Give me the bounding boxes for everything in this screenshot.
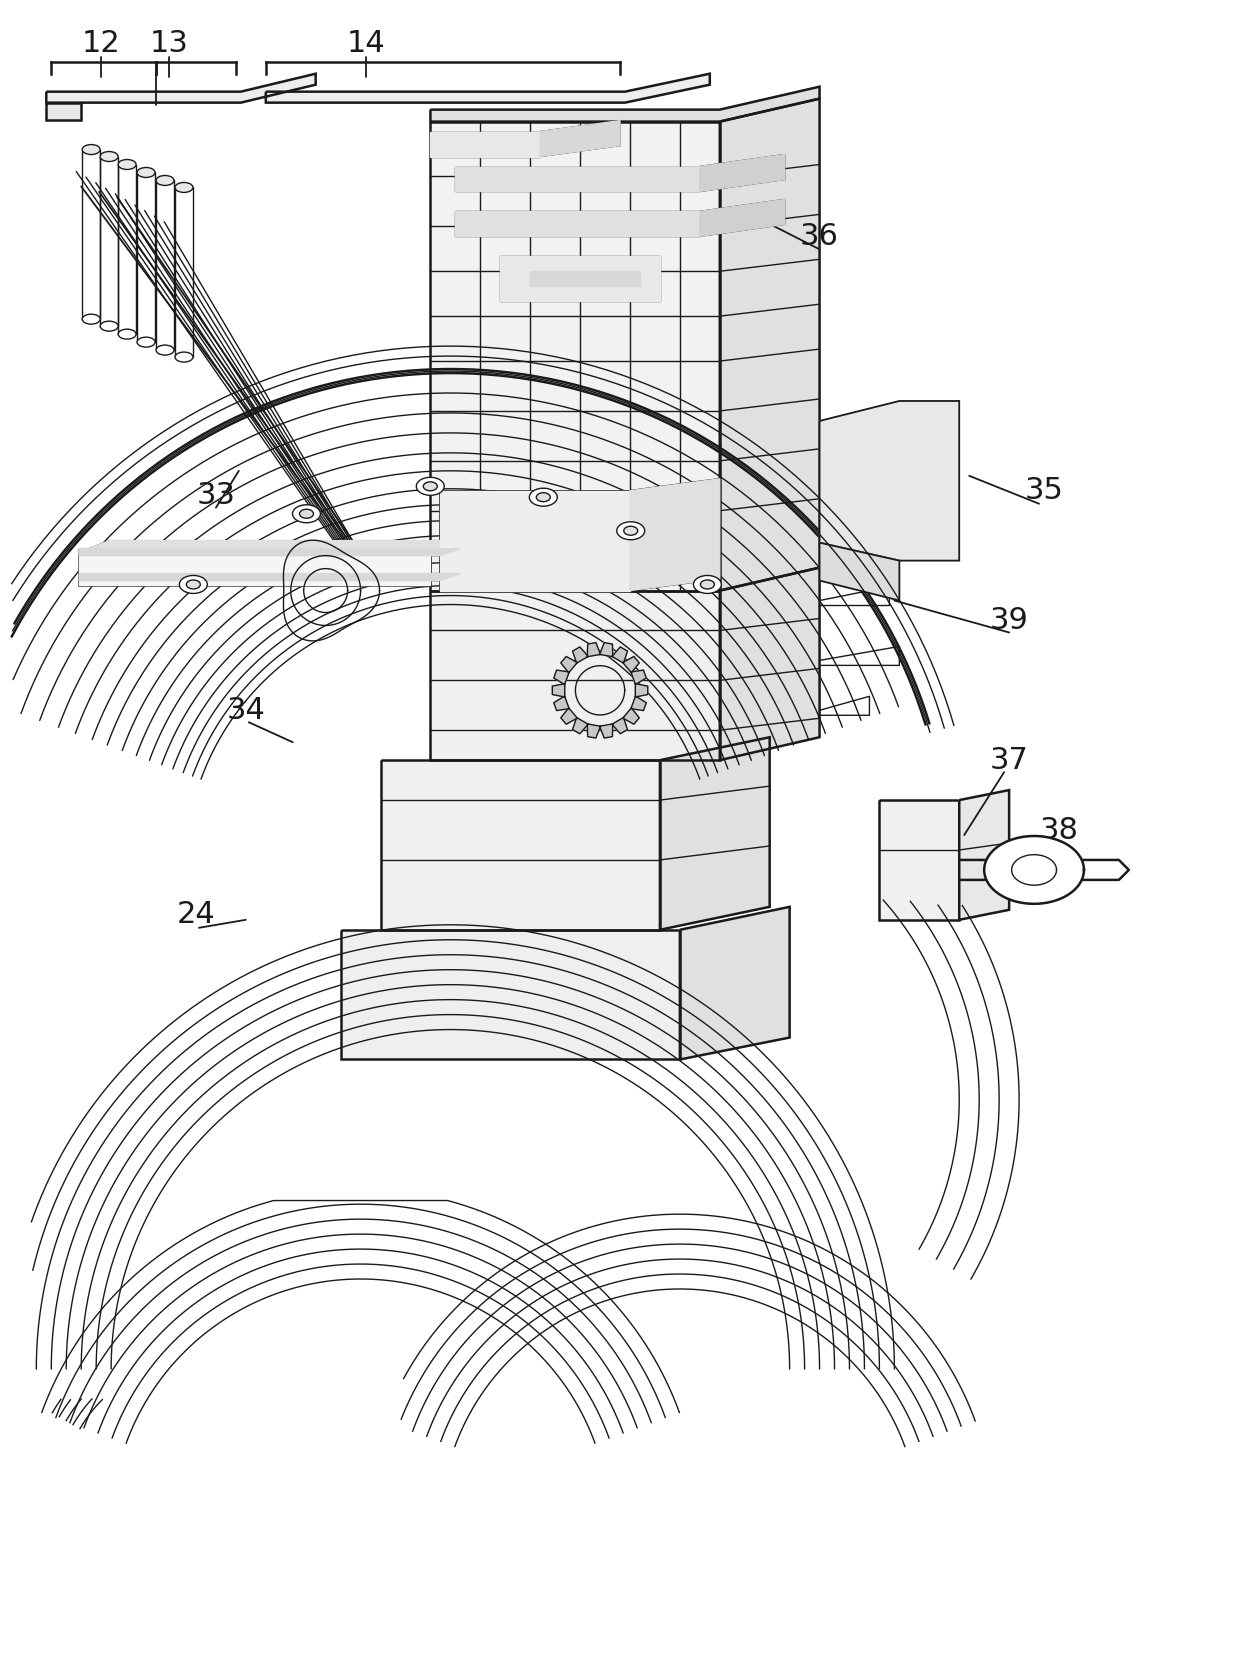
Ellipse shape [616,521,645,539]
Text: 39: 39 [990,606,1028,635]
Ellipse shape [100,321,118,331]
Polygon shape [440,491,630,591]
Ellipse shape [423,483,438,491]
Ellipse shape [82,314,100,324]
Text: 34: 34 [227,696,265,725]
Polygon shape [622,708,640,725]
Polygon shape [573,718,588,733]
Polygon shape [265,73,709,102]
Ellipse shape [156,175,174,185]
Ellipse shape [175,182,193,192]
Polygon shape [719,568,820,760]
Text: 36: 36 [800,222,839,250]
Ellipse shape [118,160,136,169]
Ellipse shape [118,329,136,339]
Polygon shape [554,670,569,685]
Polygon shape [541,120,620,157]
Polygon shape [79,573,460,581]
Ellipse shape [529,488,557,506]
Polygon shape [573,646,588,663]
Polygon shape [552,683,564,696]
Text: 13: 13 [150,30,188,58]
Polygon shape [660,736,770,930]
Polygon shape [455,212,699,237]
Polygon shape [430,122,719,591]
Text: 24: 24 [176,900,216,929]
Ellipse shape [417,478,444,496]
Polygon shape [455,167,699,192]
Polygon shape [531,271,640,286]
Text: 32: 32 [181,556,221,584]
Polygon shape [879,800,960,920]
Ellipse shape [138,167,155,177]
Ellipse shape [180,576,207,593]
Polygon shape [635,683,647,696]
Ellipse shape [82,145,100,155]
Polygon shape [631,670,646,685]
Ellipse shape [138,337,155,347]
Polygon shape [381,760,660,930]
Polygon shape [630,479,719,591]
Text: 35: 35 [1024,476,1064,506]
Polygon shape [820,401,960,561]
Ellipse shape [300,509,314,518]
Polygon shape [631,696,646,710]
Polygon shape [79,549,460,556]
Polygon shape [699,155,785,192]
Ellipse shape [293,504,320,523]
Ellipse shape [186,579,201,590]
Ellipse shape [100,152,118,162]
Polygon shape [680,907,790,1059]
Polygon shape [611,646,627,663]
Polygon shape [820,543,899,601]
Polygon shape [46,102,81,120]
Polygon shape [719,99,820,591]
Text: 14: 14 [346,30,384,58]
Polygon shape [588,643,600,656]
Polygon shape [430,132,541,157]
Ellipse shape [693,576,722,593]
Polygon shape [600,723,613,738]
Text: 37: 37 [990,746,1028,775]
Ellipse shape [175,352,193,362]
Polygon shape [341,930,680,1059]
Ellipse shape [156,346,174,356]
Polygon shape [560,708,578,725]
Polygon shape [430,591,719,760]
Polygon shape [622,656,640,673]
Polygon shape [588,723,600,738]
Polygon shape [79,553,430,584]
Polygon shape [600,643,613,656]
Polygon shape [560,656,578,673]
Polygon shape [46,73,316,102]
Text: 12: 12 [82,30,120,58]
Polygon shape [79,541,460,553]
Text: 33: 33 [196,481,236,511]
Polygon shape [960,790,1009,920]
Polygon shape [699,199,785,237]
Polygon shape [430,87,820,122]
Text: 38: 38 [1039,815,1079,845]
Ellipse shape [701,579,714,590]
Polygon shape [611,718,627,733]
Polygon shape [985,837,1084,903]
Ellipse shape [537,493,551,501]
Polygon shape [554,696,569,710]
Ellipse shape [624,526,637,536]
Polygon shape [500,256,660,301]
